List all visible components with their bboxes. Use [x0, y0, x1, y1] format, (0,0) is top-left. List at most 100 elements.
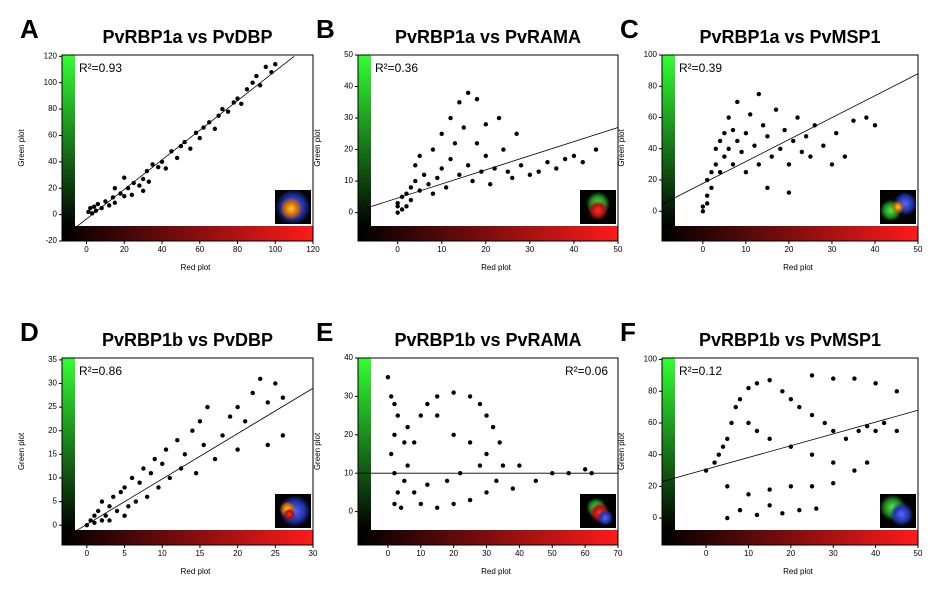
x-tick-label: 30 — [525, 245, 534, 254]
point — [152, 456, 157, 462]
point — [894, 389, 900, 394]
point — [111, 494, 116, 500]
point — [220, 106, 225, 112]
point — [103, 513, 108, 518]
inset-blob — [280, 197, 303, 220]
point — [269, 69, 274, 75]
x-tick-label: 15 — [195, 549, 204, 558]
point — [722, 154, 727, 159]
point — [872, 123, 878, 128]
point — [392, 432, 397, 437]
point — [197, 135, 202, 141]
point — [137, 480, 142, 485]
point — [201, 442, 206, 448]
point — [88, 205, 93, 211]
point — [769, 154, 774, 159]
green-scale — [62, 358, 75, 530]
x-tick-label: 40 — [569, 245, 578, 254]
y-tick-label: -20 — [45, 236, 57, 245]
point — [713, 162, 718, 167]
point — [395, 413, 400, 418]
point — [743, 170, 749, 175]
point — [729, 420, 734, 426]
point — [831, 376, 836, 381]
x-tick-label: 40 — [158, 245, 167, 254]
point — [106, 203, 112, 208]
point — [392, 401, 397, 407]
point — [84, 522, 90, 528]
point — [510, 486, 516, 491]
y-tick-label: 15 — [48, 449, 57, 458]
r-squared: R²=0.12 — [679, 364, 722, 378]
x-tick-label: 10 — [744, 549, 753, 558]
point — [265, 442, 270, 448]
point — [402, 440, 407, 445]
green-scale — [358, 358, 371, 530]
x-axis-label: Red plot — [181, 263, 212, 272]
point — [388, 394, 394, 399]
x-axis-label: Red plot — [181, 567, 212, 576]
point — [479, 169, 484, 174]
point — [851, 118, 856, 123]
point — [235, 96, 240, 101]
point — [716, 452, 721, 457]
plot-frame — [357, 357, 619, 546]
point — [894, 428, 900, 434]
point — [725, 484, 730, 489]
point — [797, 404, 802, 410]
r-squared: R²=0.06 — [565, 364, 608, 378]
point — [821, 143, 826, 148]
point — [133, 499, 139, 504]
point — [709, 185, 714, 191]
point — [163, 166, 168, 171]
y-tick-label: 0 — [653, 206, 658, 215]
point — [257, 83, 263, 88]
point — [451, 501, 456, 507]
point — [843, 436, 849, 442]
point — [250, 80, 255, 85]
panel-letter: E — [316, 317, 333, 347]
point — [265, 400, 270, 405]
point — [408, 197, 414, 203]
point — [492, 166, 497, 171]
point — [780, 511, 785, 516]
point — [457, 172, 462, 177]
point — [107, 504, 112, 509]
y-axis-label: Green plot — [617, 129, 626, 167]
point — [809, 484, 815, 489]
y-tick-label: 0 — [349, 208, 354, 217]
point — [470, 178, 475, 184]
x-tick-label: 60 — [581, 549, 590, 558]
point — [412, 490, 417, 495]
point — [395, 200, 400, 206]
y-tick-label: 40 — [648, 450, 657, 459]
point — [122, 513, 127, 518]
point — [392, 470, 397, 476]
y-tick-label: 0 — [53, 210, 58, 219]
point — [501, 147, 506, 152]
point — [385, 374, 391, 380]
point — [207, 120, 212, 125]
point — [239, 101, 244, 107]
point — [786, 162, 792, 167]
y-axis-label: Green plot — [17, 432, 26, 470]
point — [140, 188, 146, 194]
point — [112, 200, 118, 205]
point — [467, 440, 473, 445]
inset-blob — [283, 508, 296, 521]
point — [852, 376, 857, 381]
r-squared: R²=0.86 — [79, 364, 122, 378]
point — [435, 175, 440, 181]
point — [398, 505, 404, 510]
point — [545, 159, 550, 165]
plot-frame — [61, 54, 314, 242]
point — [465, 90, 471, 96]
y-tick-label: 60 — [648, 113, 657, 122]
point — [730, 127, 736, 133]
y-tick-label: 5 — [53, 497, 58, 506]
point — [399, 194, 405, 200]
y-tick-label: 100 — [644, 355, 658, 364]
point — [746, 492, 751, 497]
point — [227, 414, 233, 419]
point — [197, 419, 203, 424]
